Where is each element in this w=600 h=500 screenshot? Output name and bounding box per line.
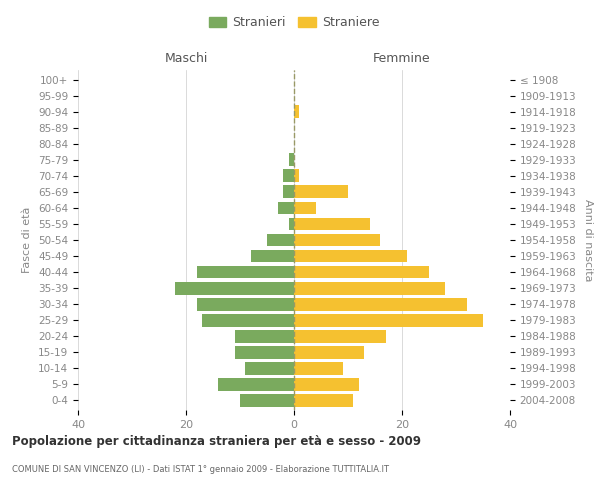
Bar	[294, 378, 359, 391]
Bar	[197, 298, 294, 310]
Bar	[294, 266, 429, 278]
Bar	[294, 282, 445, 294]
Bar	[294, 170, 299, 182]
Bar	[289, 154, 294, 166]
Bar	[235, 330, 294, 342]
Bar	[245, 362, 294, 374]
Bar	[197, 266, 294, 278]
Bar	[294, 202, 316, 214]
Text: Femmine: Femmine	[373, 52, 431, 65]
Bar	[294, 330, 386, 342]
Bar	[294, 186, 348, 198]
Bar	[218, 378, 294, 391]
Bar	[294, 234, 380, 246]
Legend: Stranieri, Straniere: Stranieri, Straniere	[205, 12, 383, 33]
Bar	[294, 314, 483, 326]
Bar	[202, 314, 294, 326]
Text: Maschi: Maschi	[164, 52, 208, 65]
Bar	[283, 186, 294, 198]
Bar	[175, 282, 294, 294]
Bar	[294, 106, 299, 118]
Bar	[283, 170, 294, 182]
Y-axis label: Fasce di età: Fasce di età	[22, 207, 32, 273]
Bar	[294, 218, 370, 230]
Bar	[235, 346, 294, 358]
Bar	[289, 218, 294, 230]
Y-axis label: Anni di nascita: Anni di nascita	[583, 198, 593, 281]
Text: COMUNE DI SAN VINCENZO (LI) - Dati ISTAT 1° gennaio 2009 - Elaborazione TUTTITAL: COMUNE DI SAN VINCENZO (LI) - Dati ISTAT…	[12, 465, 389, 474]
Bar	[294, 346, 364, 358]
Bar	[294, 394, 353, 407]
Bar	[251, 250, 294, 262]
Bar	[267, 234, 294, 246]
Bar	[278, 202, 294, 214]
Bar	[240, 394, 294, 407]
Bar	[294, 298, 467, 310]
Bar	[294, 250, 407, 262]
Text: Popolazione per cittadinanza straniera per età e sesso - 2009: Popolazione per cittadinanza straniera p…	[12, 435, 421, 448]
Bar	[294, 362, 343, 374]
